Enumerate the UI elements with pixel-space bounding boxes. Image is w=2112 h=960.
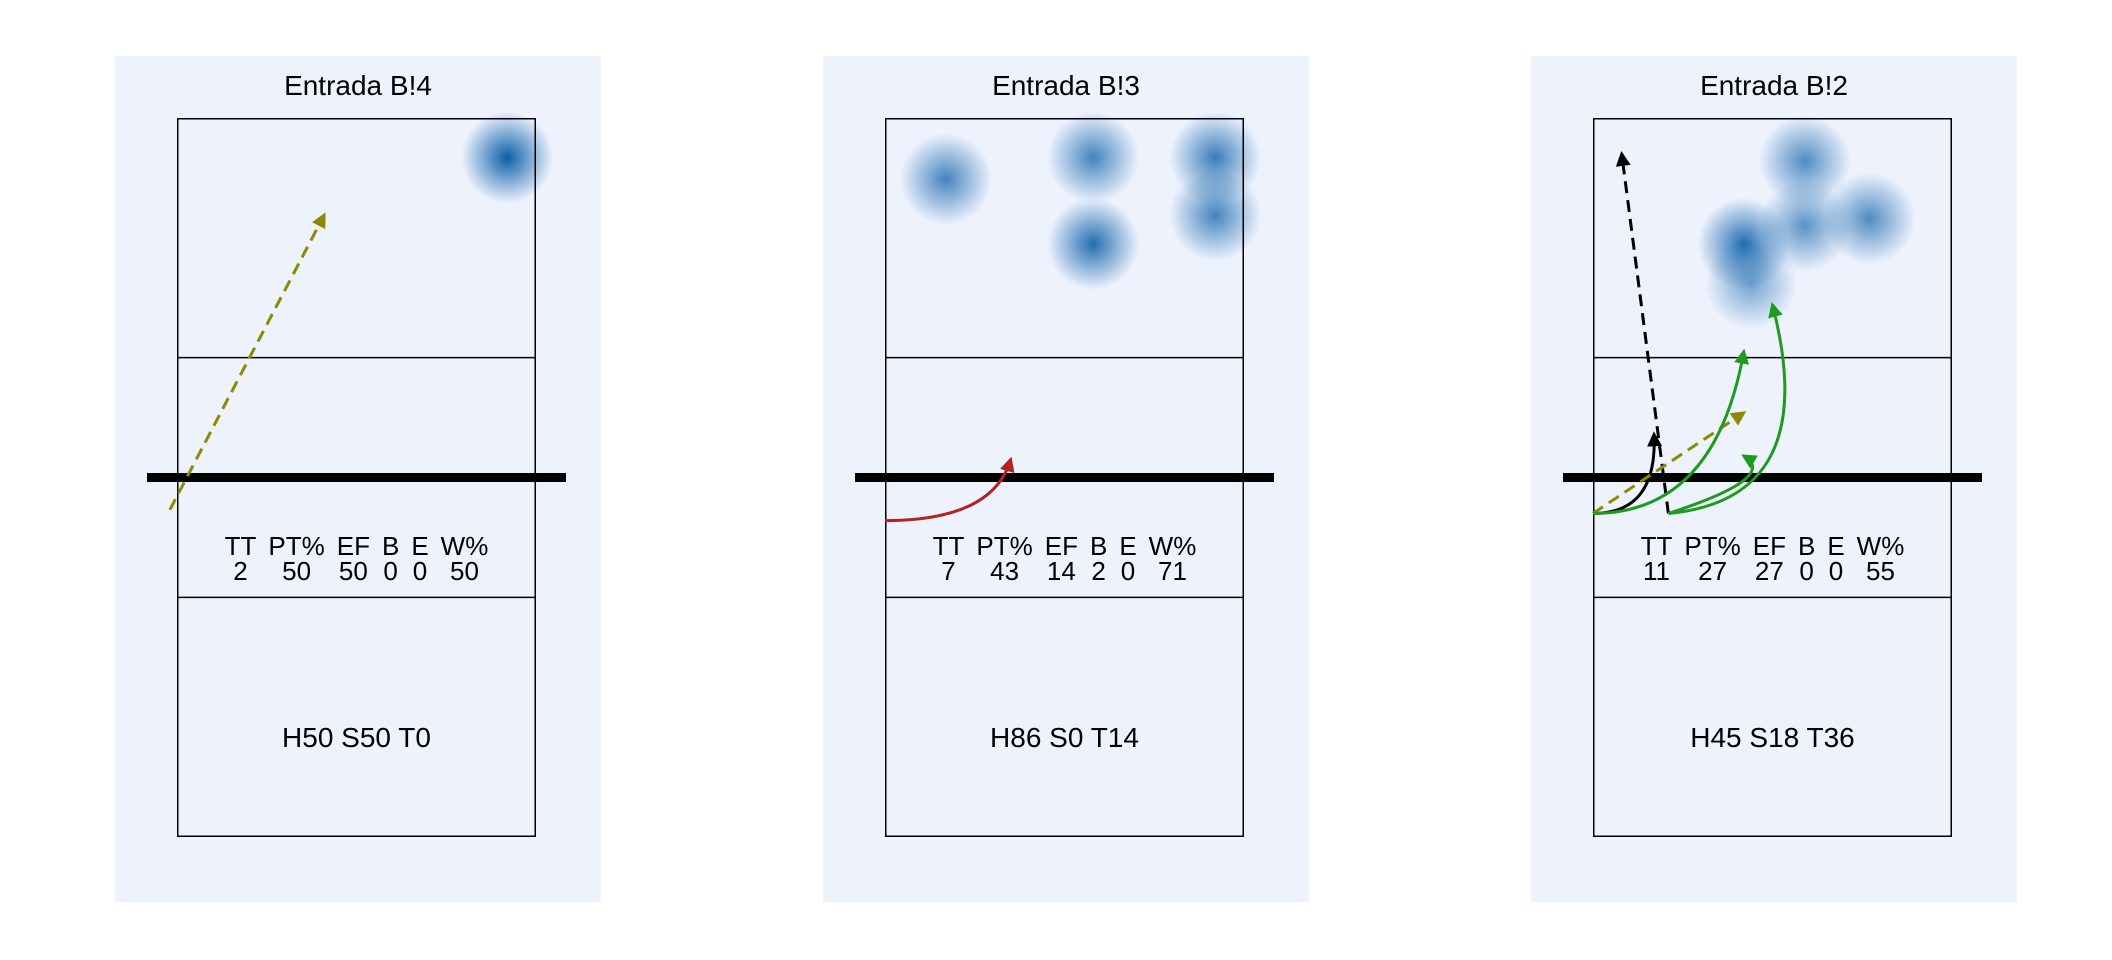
stat-header: B: [1089, 531, 1108, 561]
stat-header: EF: [336, 531, 370, 561]
stat-header: W%: [440, 531, 489, 561]
stat-value: 50: [338, 556, 368, 586]
trajectory-arrow: [1592, 411, 1747, 515]
court-svg: [1563, 115, 1982, 837]
stat-header: TT: [932, 531, 965, 561]
panel-title: Entrada B!2: [1700, 70, 1848, 101]
stat-value: 2: [1091, 556, 1106, 586]
heat-spot: [1823, 172, 1916, 265]
stat-header: E: [1119, 531, 1137, 561]
trajectory-arrow: [168, 212, 326, 511]
stat-header: E: [411, 531, 429, 561]
stat-header: W%: [1856, 531, 1905, 561]
stat-header: TT: [224, 531, 257, 561]
heat-spot: [1047, 111, 1140, 204]
heat-spot: [900, 133, 993, 226]
stat-header: E: [1827, 531, 1845, 561]
trajectory-arrow: [1667, 454, 1758, 515]
summary-label: H50 S50 T0: [282, 722, 431, 753]
court-diagram: [855, 111, 1274, 837]
stat-value: 71: [1158, 556, 1187, 586]
stat-value: 55: [1866, 556, 1895, 586]
trajectory-arrow: [1592, 348, 1750, 515]
stat-header: PT%: [1684, 531, 1741, 561]
court-svg: [855, 111, 1274, 837]
stat-value: 50: [282, 556, 312, 586]
court-panel-1: Entrada B!4 TT 2 PT% 50 EF 50 B 0 E 0 W% 50 H50 S50 T…: [115, 56, 601, 902]
trajectory-arrow: [1668, 302, 1787, 515]
stat-header: EF: [1044, 531, 1078, 561]
stat-header: PT%: [268, 531, 325, 561]
heat-spot: [1047, 197, 1140, 290]
heat-spot: [1704, 237, 1797, 330]
court-svg: [147, 111, 566, 837]
court-diagram: [1563, 115, 1982, 837]
court-diagram: [147, 111, 566, 837]
stat-value: 0: [1828, 556, 1844, 586]
stat-value: 2: [233, 556, 248, 586]
stat-value: 27: [1698, 556, 1728, 586]
stat-value: 0: [383, 556, 398, 586]
stat-value: 0: [412, 556, 428, 586]
stats-table: TT 11 PT% 27 EF 27 B 0 E 0 W% 55: [1593, 531, 1952, 586]
stat-value: 0: [1120, 556, 1136, 586]
summary-label: H86 S0 T14: [990, 722, 1139, 753]
stat-value: 0: [1799, 556, 1814, 586]
stat-value: 43: [990, 556, 1020, 586]
heat-spot: [1169, 169, 1262, 262]
stat-value: 50: [450, 556, 479, 586]
stats-table: TT 7 PT% 43 EF 14 B 2 E 0 W% 71: [885, 531, 1244, 586]
stat-value: 7: [941, 556, 956, 586]
heat-spot: [461, 111, 554, 204]
court-panel-3: Entrada B!2 TT 11 PT% 27 EF 27 B 0 E 0 W% 55 H45 S18 …: [1531, 56, 2017, 902]
summary-label: H45 S18 T36: [1690, 722, 1855, 753]
stat-header: B: [1797, 531, 1816, 561]
stat-header: W%: [1148, 531, 1197, 561]
stat-value: 14: [1046, 556, 1076, 586]
stat-value: 27: [1754, 556, 1784, 586]
stat-header: B: [381, 531, 400, 561]
heat-spot: [1758, 115, 1851, 208]
trajectory-arrow: [884, 456, 1015, 523]
stat-header: EF: [1752, 531, 1786, 561]
stat-header: TT: [1640, 531, 1673, 561]
court-panel-2: Entrada B!3 TT 7 PT% 43 EF 14 B 2 E 0 W% 71 H86 S0 T1…: [823, 56, 1309, 902]
stats-table: TT 2 PT% 50 EF 50 B 0 E 0 W% 50: [177, 531, 536, 586]
trajectory-arrow: [1615, 150, 1670, 514]
stat-value: 11: [1643, 556, 1671, 586]
panel-title: Entrada B!3: [992, 70, 1140, 101]
panel-title: Entrada B!4: [284, 70, 432, 101]
stat-header: PT%: [976, 531, 1033, 561]
